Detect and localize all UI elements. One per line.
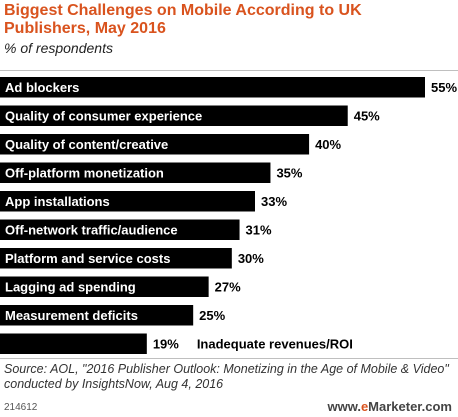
emarketer-logo[interactable]: www.eMarketer.com xyxy=(327,399,452,414)
value-label-6: 30% xyxy=(238,251,264,266)
bottom-divider xyxy=(0,358,458,359)
bar-5 xyxy=(0,219,240,240)
value-label-9: 19% xyxy=(153,336,179,351)
category-label-0: Ad blockers xyxy=(5,80,79,95)
category-label-5: Off-network traffic/audience xyxy=(5,222,178,237)
chart-id: 214612 xyxy=(4,402,38,413)
value-label-5: 31% xyxy=(246,222,272,237)
value-label-2: 40% xyxy=(315,137,341,152)
bar-3 xyxy=(0,162,271,183)
value-label-8: 25% xyxy=(199,308,225,323)
category-label-8: Measurement deficits xyxy=(5,308,138,323)
chart-subtitle: % of respondents xyxy=(4,40,113,56)
brand-suffix: Marketer.com xyxy=(368,399,452,414)
bar-1 xyxy=(0,105,348,126)
bar-4 xyxy=(0,191,255,212)
top-divider xyxy=(0,70,458,71)
category-label-2: Quality of content/creative xyxy=(5,137,168,152)
category-label-6: Platform and service costs xyxy=(5,251,170,266)
bar-chart: 55% Ad blockers 45% Quality of consumer exp… xyxy=(0,77,457,354)
category-label-3: Off-platform monetization xyxy=(5,165,164,180)
bar-7 xyxy=(0,276,209,297)
category-label-1: Quality of consumer experience xyxy=(5,108,202,123)
bar-8 xyxy=(0,305,194,326)
value-label-7: 27% xyxy=(215,279,241,294)
bar-6 xyxy=(0,248,232,269)
category-label-4: App installations xyxy=(5,194,110,209)
source-note: Source: AOL, "2016 Publisher Outlook: Mo… xyxy=(4,362,449,391)
bar-9 xyxy=(0,333,147,354)
brand-prefix: www. xyxy=(327,399,361,414)
value-label-4: 33% xyxy=(261,194,287,209)
brand-e: e xyxy=(360,399,369,414)
category-label-9: Inadequate revenues/ROI xyxy=(197,336,353,351)
value-label-1: 45% xyxy=(354,108,380,123)
value-label-3: 35% xyxy=(276,165,302,180)
value-label-0: 55% xyxy=(431,80,457,95)
bar-0 xyxy=(0,77,425,98)
category-label-7: Lagging ad spending xyxy=(5,279,136,294)
bar-2 xyxy=(0,134,310,155)
chart-title: Biggest Challenges on Mobile According t… xyxy=(4,2,362,37)
